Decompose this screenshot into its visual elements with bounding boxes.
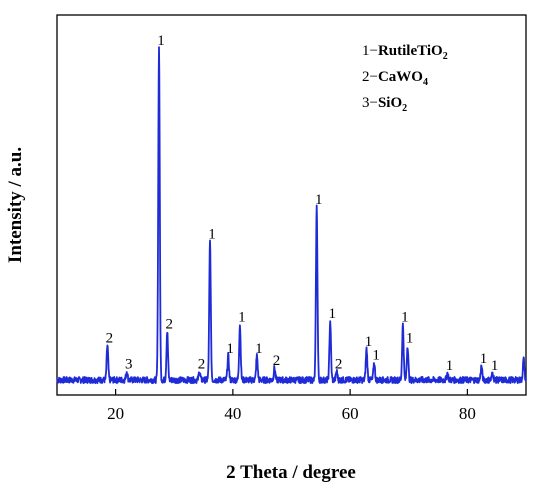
peak-label: 1 <box>255 341 263 357</box>
legend-entry: 1−RutileTiO2 <box>362 43 448 62</box>
peak-label: 1 <box>226 341 234 357</box>
peak-label: 1 <box>328 306 336 322</box>
x-tick-label: 40 <box>224 404 241 423</box>
peak-label: 1 <box>446 358 454 374</box>
xrd-pattern-line <box>56 46 527 385</box>
peak-label: 1 <box>208 227 216 243</box>
peak-label: 1 <box>365 334 373 350</box>
peak-label: 2 <box>106 330 114 346</box>
x-tick-label: 80 <box>459 404 476 423</box>
legend-entry: 2−CaWO4 <box>362 69 428 88</box>
peak-label: 1 <box>406 330 414 346</box>
x-tick-label: 60 <box>342 404 359 423</box>
peak-label: 1 <box>315 192 323 208</box>
plot-frame <box>56 14 527 396</box>
peak-label: 1 <box>238 310 246 326</box>
peak-label: 1 <box>372 348 380 364</box>
peak-label: 1 <box>157 33 165 49</box>
x-axis-label: 2 Theta / degree <box>226 462 356 483</box>
peak-label: 2 <box>273 353 281 369</box>
peak-label: 1 <box>401 310 409 326</box>
legend: 1−RutileTiO2 2−CaWO4 3−SiO2 <box>362 43 448 114</box>
x-tick-label: 20 <box>107 404 124 423</box>
peak-label: 2 <box>165 317 173 333</box>
peak-label: 2 <box>198 356 206 372</box>
peak-label: 2 <box>335 356 343 372</box>
peak-label: 3 <box>125 356 133 372</box>
y-axis-label: Intensity / a.u. <box>5 147 26 263</box>
peak-label: 1 <box>491 358 499 374</box>
peak-label: 1 <box>480 351 488 367</box>
legend-entry: 3−SiO2 <box>362 95 407 114</box>
